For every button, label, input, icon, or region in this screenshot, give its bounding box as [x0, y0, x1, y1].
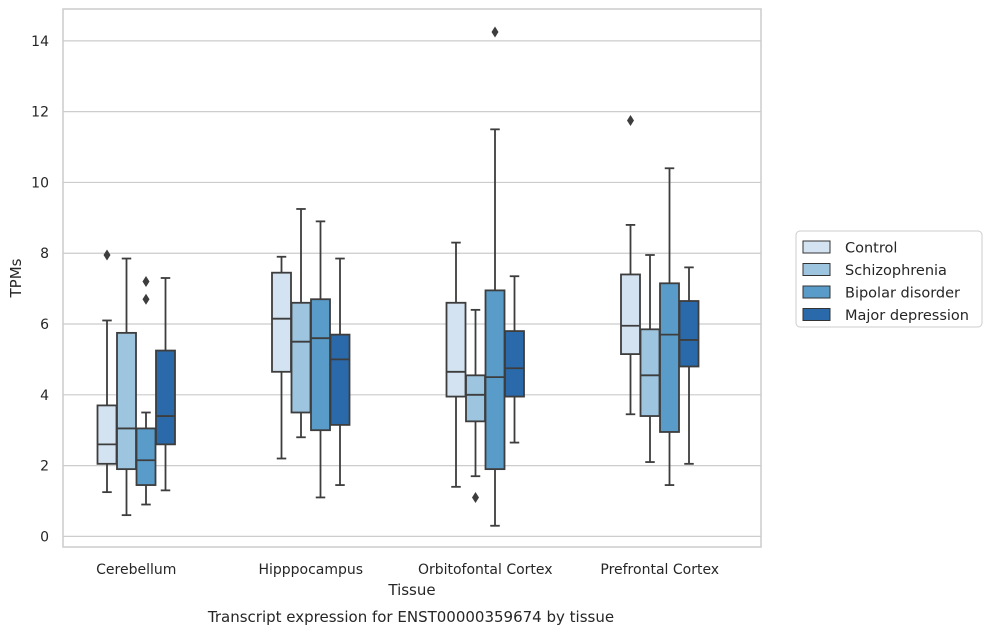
- y-axis-title: TPMs: [7, 258, 25, 298]
- box-iqr: [135, 427, 157, 486]
- x-tick-label: Orbitofontal Cortex: [418, 562, 553, 578]
- box-iqr: [155, 349, 176, 446]
- box-major-depression: [155, 277, 176, 492]
- box-control: [271, 255, 292, 460]
- y-tick-label: 14: [31, 34, 49, 50]
- box-schizophrenia: [465, 308, 486, 503]
- legend-label: Schizophrenia: [845, 263, 947, 279]
- box-control: [620, 114, 641, 416]
- box-major-depression: [504, 275, 525, 444]
- chart-caption: Transcript expression for ENST0000035967…: [207, 608, 614, 626]
- legend-label: Bipolar disorder: [845, 286, 960, 302]
- y-tick-label: 4: [40, 388, 49, 404]
- y-axis-tick-labels: 0 2 4 6 8 10 12 14: [31, 34, 49, 546]
- box-iqr: [678, 300, 700, 368]
- legend-swatch: [802, 263, 831, 276]
- legend-label: Control: [845, 241, 897, 257]
- y-tick-label: 8: [40, 246, 49, 262]
- box-iqr: [484, 289, 506, 471]
- legend-label: Major depression: [845, 308, 969, 324]
- y-tick-label: 6: [40, 317, 49, 333]
- y-tick-label: 10: [31, 175, 49, 191]
- outlier-point: [627, 114, 634, 126]
- y-gridlines: [63, 40, 761, 537]
- y-tick-label: 12: [31, 105, 49, 121]
- box-iqr: [271, 271, 292, 373]
- box-iqr: [445, 301, 467, 398]
- outlier-point: [491, 26, 499, 38]
- box-major-depression: [329, 257, 351, 486]
- box-schizophrenia: [639, 254, 661, 463]
- box-major-depression: [678, 266, 700, 465]
- x-axis-title: Tissue: [387, 581, 435, 599]
- plot-frame: [62, 8, 762, 548]
- box-iqr: [96, 404, 118, 465]
- box-iqr: [465, 374, 486, 423]
- y-tick-label: 0: [40, 529, 49, 545]
- box-schizophrenia: [290, 208, 312, 439]
- box-iqr: [659, 282, 680, 433]
- outlier-point: [103, 249, 111, 261]
- x-axis-tick-labels: Cerebellum Hipppocampus Orbitofontal Corte…: [96, 562, 719, 578]
- outlier-point: [142, 293, 150, 305]
- legend-swatch: [802, 308, 831, 321]
- y-tick-label: 2: [40, 459, 49, 475]
- legend-swatch: [802, 240, 831, 254]
- box-iqr: [116, 331, 137, 471]
- box-control: [96, 249, 118, 494]
- box-bipolar-disorder: [310, 220, 331, 499]
- box-bipolar-disorder: [659, 167, 680, 486]
- box-groups: [96, 26, 700, 527]
- box-iqr: [504, 330, 525, 398]
- x-tick-label: Cerebellum: [96, 562, 176, 578]
- legend-swatch: [802, 285, 831, 299]
- box-iqr: [329, 333, 351, 426]
- legend: Control Schizophrenia Bipolar disorder Majo…: [795, 230, 983, 328]
- legend-frame: [795, 230, 983, 328]
- box-iqr: [639, 328, 661, 417]
- box-schizophrenia: [116, 257, 137, 517]
- x-tick-label: Hipppocampus: [258, 562, 363, 578]
- box-bipolar-disorder: [484, 26, 506, 527]
- box-bipolar-disorder: [135, 276, 157, 506]
- box-iqr: [290, 301, 312, 414]
- box-iqr: [620, 273, 641, 355]
- x-tick-label: Prefrontal Cortex: [600, 562, 719, 578]
- box-control: [445, 241, 467, 488]
- box-iqr: [310, 298, 331, 432]
- outlier-point: [472, 491, 479, 503]
- outlier-point: [142, 276, 150, 288]
